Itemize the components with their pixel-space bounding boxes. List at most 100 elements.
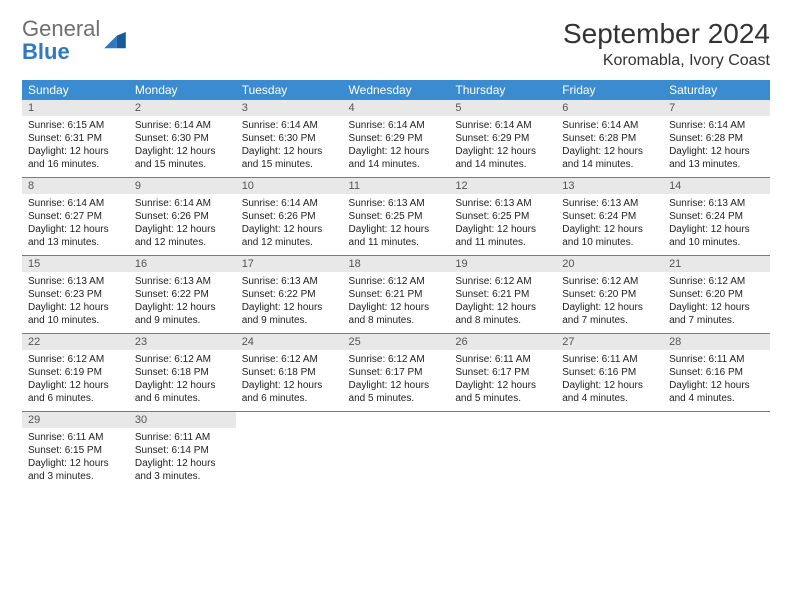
day-cell: 3 — [236, 100, 343, 116]
day-cell: Sunrise: 6:13 AMSunset: 6:23 PMDaylight:… — [22, 272, 129, 334]
day-cell: Sunrise: 6:14 AMSunset: 6:29 PMDaylight:… — [449, 116, 556, 178]
day-number: 4 — [343, 100, 450, 116]
day-body: Sunrise: 6:15 AMSunset: 6:31 PMDaylight:… — [22, 116, 129, 177]
day-cell: Sunrise: 6:11 AMSunset: 6:17 PMDaylight:… — [449, 350, 556, 412]
day-cell — [449, 412, 556, 428]
daylight-line: Daylight: 12 hours and 5 minutes. — [455, 379, 550, 405]
day-number: 9 — [129, 178, 236, 194]
sunset-line: Sunset: 6:18 PM — [242, 366, 337, 379]
dow-row: Sunday Monday Tuesday Wednesday Thursday… — [22, 80, 770, 100]
sunset-line: Sunset: 6:30 PM — [135, 132, 230, 145]
day-body: Sunrise: 6:11 AMSunset: 6:14 PMDaylight:… — [129, 428, 236, 489]
day-cell: 30 — [129, 412, 236, 428]
day-body: Sunrise: 6:11 AMSunset: 6:15 PMDaylight:… — [22, 428, 129, 489]
sunrise-line: Sunrise: 6:12 AM — [349, 353, 444, 366]
day-body: Sunrise: 6:12 AMSunset: 6:21 PMDaylight:… — [343, 272, 450, 333]
day-cell: 24 — [236, 334, 343, 350]
calendar-body: 1234567Sunrise: 6:15 AMSunset: 6:31 PMDa… — [22, 100, 770, 489]
daylight-line: Daylight: 12 hours and 11 minutes. — [349, 223, 444, 249]
day-body: Sunrise: 6:11 AMSunset: 6:17 PMDaylight:… — [449, 350, 556, 411]
sunset-line: Sunset: 6:18 PM — [135, 366, 230, 379]
sunset-line: Sunset: 6:22 PM — [242, 288, 337, 301]
day-number: 8 — [22, 178, 129, 194]
day-cell: Sunrise: 6:11 AMSunset: 6:16 PMDaylight:… — [556, 350, 663, 412]
day-cell: 13 — [556, 178, 663, 194]
sunrise-line: Sunrise: 6:14 AM — [28, 197, 123, 210]
day-cell: Sunrise: 6:13 AMSunset: 6:22 PMDaylight:… — [129, 272, 236, 334]
day-body: Sunrise: 6:11 AMSunset: 6:16 PMDaylight:… — [556, 350, 663, 411]
sunrise-line: Sunrise: 6:11 AM — [135, 431, 230, 444]
logo-mark-icon — [104, 32, 126, 50]
day-body: Sunrise: 6:12 AMSunset: 6:17 PMDaylight:… — [343, 350, 450, 411]
day-cell: 27 — [556, 334, 663, 350]
daylight-line: Daylight: 12 hours and 13 minutes. — [28, 223, 123, 249]
daybody-row: Sunrise: 6:15 AMSunset: 6:31 PMDaylight:… — [22, 116, 770, 178]
daylight-line: Daylight: 12 hours and 15 minutes. — [135, 145, 230, 171]
day-cell: Sunrise: 6:14 AMSunset: 6:30 PMDaylight:… — [129, 116, 236, 178]
sunrise-line: Sunrise: 6:12 AM — [349, 275, 444, 288]
day-cell: 15 — [22, 256, 129, 272]
day-cell — [449, 428, 556, 489]
day-cell: Sunrise: 6:14 AMSunset: 6:27 PMDaylight:… — [22, 194, 129, 256]
sunrise-line: Sunrise: 6:12 AM — [669, 275, 764, 288]
day-number: 18 — [343, 256, 450, 272]
day-cell: Sunrise: 6:13 AMSunset: 6:25 PMDaylight:… — [343, 194, 450, 256]
day-number: 30 — [129, 412, 236, 428]
day-body: Sunrise: 6:14 AMSunset: 6:28 PMDaylight:… — [663, 116, 770, 177]
dow-fri: Friday — [556, 80, 663, 100]
day-cell: 17 — [236, 256, 343, 272]
day-cell: Sunrise: 6:12 AMSunset: 6:21 PMDaylight:… — [449, 272, 556, 334]
sunset-line: Sunset: 6:22 PM — [135, 288, 230, 301]
day-number: 1 — [22, 100, 129, 116]
sunset-line: Sunset: 6:25 PM — [455, 210, 550, 223]
daylight-line: Daylight: 12 hours and 8 minutes. — [349, 301, 444, 327]
day-body: Sunrise: 6:13 AMSunset: 6:25 PMDaylight:… — [449, 194, 556, 255]
day-body: Sunrise: 6:14 AMSunset: 6:29 PMDaylight:… — [449, 116, 556, 177]
day-number: 19 — [449, 256, 556, 272]
daylight-line: Daylight: 12 hours and 6 minutes. — [242, 379, 337, 405]
day-cell: Sunrise: 6:12 AMSunset: 6:20 PMDaylight:… — [663, 272, 770, 334]
daylight-line: Daylight: 12 hours and 13 minutes. — [669, 145, 764, 171]
day-body: Sunrise: 6:13 AMSunset: 6:23 PMDaylight:… — [22, 272, 129, 333]
daylight-line: Daylight: 12 hours and 9 minutes. — [242, 301, 337, 327]
logo-word1: General — [22, 16, 100, 41]
logo: General Blue — [22, 18, 126, 64]
sunset-line: Sunset: 6:24 PM — [562, 210, 657, 223]
day-number: 26 — [449, 334, 556, 350]
day-cell: 14 — [663, 178, 770, 194]
day-body: Sunrise: 6:12 AMSunset: 6:19 PMDaylight:… — [22, 350, 129, 411]
location: Koromabla, Ivory Coast — [563, 52, 770, 70]
calendar: Sunday Monday Tuesday Wednesday Thursday… — [22, 80, 770, 489]
day-number: 12 — [449, 178, 556, 194]
day-number: 10 — [236, 178, 343, 194]
sunrise-line: Sunrise: 6:12 AM — [135, 353, 230, 366]
day-cell: 20 — [556, 256, 663, 272]
day-number: 3 — [236, 100, 343, 116]
sunrise-line: Sunrise: 6:12 AM — [562, 275, 657, 288]
daylight-line: Daylight: 12 hours and 3 minutes. — [135, 457, 230, 483]
sunset-line: Sunset: 6:17 PM — [455, 366, 550, 379]
daylight-line: Daylight: 12 hours and 10 minutes. — [28, 301, 123, 327]
day-cell — [343, 412, 450, 428]
dow-tue: Tuesday — [236, 80, 343, 100]
sunset-line: Sunset: 6:21 PM — [455, 288, 550, 301]
day-number: 2 — [129, 100, 236, 116]
day-cell: Sunrise: 6:14 AMSunset: 6:28 PMDaylight:… — [663, 116, 770, 178]
daylight-line: Daylight: 12 hours and 12 minutes. — [135, 223, 230, 249]
daylight-line: Daylight: 12 hours and 12 minutes. — [242, 223, 337, 249]
day-cell: 11 — [343, 178, 450, 194]
day-cell: Sunrise: 6:13 AMSunset: 6:25 PMDaylight:… — [449, 194, 556, 256]
sunset-line: Sunset: 6:16 PM — [562, 366, 657, 379]
sunset-line: Sunset: 6:28 PM — [562, 132, 657, 145]
day-cell — [556, 412, 663, 428]
day-number: 6 — [556, 100, 663, 116]
daylight-line: Daylight: 12 hours and 14 minutes. — [349, 145, 444, 171]
daylight-line: Daylight: 12 hours and 7 minutes. — [562, 301, 657, 327]
day-cell: 16 — [129, 256, 236, 272]
day-cell: 25 — [343, 334, 450, 350]
sunset-line: Sunset: 6:16 PM — [669, 366, 764, 379]
day-cell: 9 — [129, 178, 236, 194]
day-body: Sunrise: 6:14 AMSunset: 6:26 PMDaylight:… — [129, 194, 236, 255]
day-number: 7 — [663, 100, 770, 116]
daylight-line: Daylight: 12 hours and 4 minutes. — [669, 379, 764, 405]
